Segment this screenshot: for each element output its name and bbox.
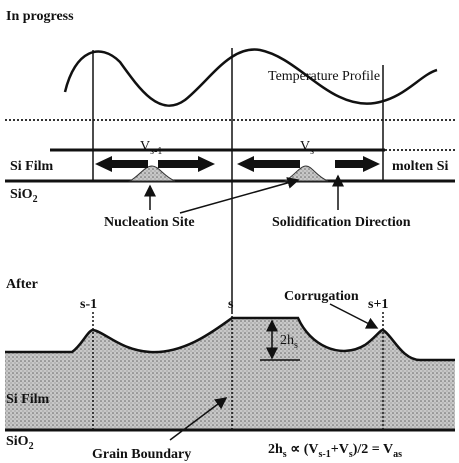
label: molten Si bbox=[392, 159, 449, 174]
si-film bbox=[5, 318, 455, 430]
label: SiO2 bbox=[10, 187, 38, 205]
text: SiO bbox=[10, 187, 33, 202]
label: Nucleation Site bbox=[104, 215, 195, 230]
label: Grain Boundary bbox=[92, 447, 191, 462]
nucleus bbox=[128, 165, 176, 182]
text: +V bbox=[331, 442, 349, 457]
sub: s bbox=[349, 449, 353, 460]
label: SiO2 bbox=[6, 434, 34, 452]
pointer bbox=[169, 397, 228, 441]
arrow bbox=[237, 156, 300, 172]
sub: s-1 bbox=[318, 449, 330, 460]
sub: s bbox=[310, 146, 314, 157]
arrow bbox=[158, 156, 215, 172]
temperature-curve bbox=[63, 48, 438, 107]
label: Corrugation bbox=[284, 289, 359, 304]
pointer bbox=[179, 177, 300, 214]
pointer bbox=[329, 303, 379, 329]
text: 2h bbox=[268, 442, 283, 457]
text: V bbox=[300, 139, 310, 154]
formula: 2hs ∝ (Vs-1+Vs)/2 = Vas bbox=[268, 442, 402, 460]
title: In progress bbox=[6, 9, 74, 24]
text: ∝ (V bbox=[287, 442, 319, 457]
label: 2hs bbox=[280, 333, 298, 351]
label: Vs-1 bbox=[140, 139, 162, 157]
label: Si Film bbox=[6, 392, 50, 407]
top-panel: In progress Temperature Profile Si Film … bbox=[5, 9, 455, 230]
label: s bbox=[228, 297, 234, 312]
arrow bbox=[335, 156, 380, 172]
sub: s-1 bbox=[150, 146, 162, 157]
sub: s bbox=[294, 340, 298, 351]
sub: 2 bbox=[29, 441, 34, 452]
text: 2h bbox=[280, 333, 294, 348]
title: After bbox=[6, 277, 38, 292]
label: Solidification Direction bbox=[272, 215, 411, 230]
sub: as bbox=[393, 449, 402, 460]
nucleus bbox=[283, 165, 329, 182]
text: V bbox=[140, 139, 150, 154]
label: Vs bbox=[300, 139, 314, 157]
bottom-panel: After s-1 s s+1 Corrugation 2hs Si Film … bbox=[5, 181, 455, 462]
label: s-1 bbox=[80, 297, 97, 312]
text: )/2 = V bbox=[353, 442, 393, 457]
label: Temperature Profile bbox=[268, 69, 380, 84]
text: SiO bbox=[6, 434, 29, 449]
label: s+1 bbox=[368, 297, 388, 312]
arrow bbox=[95, 156, 148, 172]
sub: s bbox=[283, 449, 287, 460]
sub: 2 bbox=[33, 194, 38, 205]
label: Si Film bbox=[10, 159, 54, 174]
